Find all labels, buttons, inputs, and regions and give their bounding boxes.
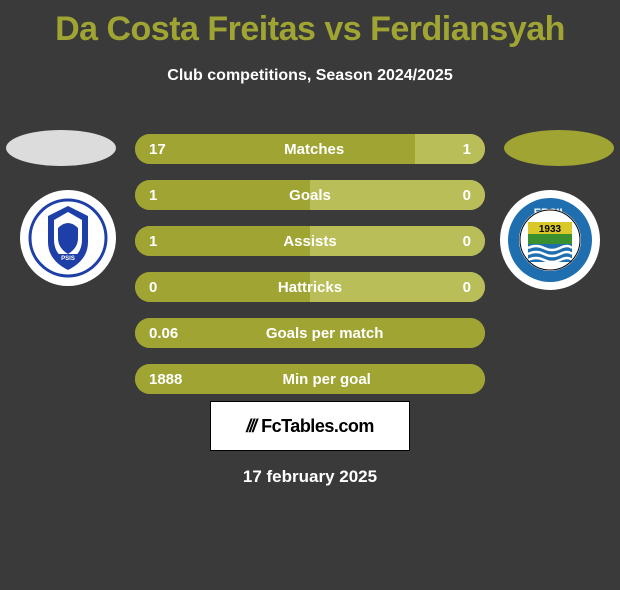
- stat-label: Goals per match: [178, 325, 471, 342]
- stat-row: 1Assists0: [135, 226, 485, 256]
- stat-left-value: 17: [149, 141, 166, 158]
- fctables-icon: ///: [246, 416, 255, 437]
- stat-left-value: 1888: [149, 371, 182, 388]
- stat-right-value: 1: [463, 141, 471, 158]
- subtitle: Club competitions, Season 2024/2025: [0, 67, 620, 85]
- stat-label: Hattricks: [157, 279, 462, 296]
- stat-left-value: 1: [149, 187, 157, 204]
- psis-crest-icon: PSIS: [28, 198, 108, 278]
- stat-label: Goals: [157, 187, 462, 204]
- stat-right-value: 0: [463, 187, 471, 204]
- svg-text:ERSIL: ERSIL: [534, 207, 567, 219]
- svg-text:1933: 1933: [539, 224, 562, 235]
- left-ellipse-accent: [6, 130, 116, 166]
- stat-left-value: 1: [149, 233, 157, 250]
- stats-comparison: 17Matches11Goals01Assists00Hattricks00.0…: [135, 134, 485, 410]
- date-label: 17 february 2025: [0, 467, 620, 487]
- stat-row: 1Goals0: [135, 180, 485, 210]
- right-ellipse-accent: [504, 130, 614, 166]
- stat-label: Matches: [166, 141, 463, 158]
- right-team-crest: ERSIL 1933: [500, 190, 600, 290]
- page-title: Da Costa Freitas vs Ferdiansyah: [0, 10, 620, 49]
- branding-text: FcTables.com: [261, 416, 374, 437]
- stat-right-value: 0: [463, 233, 471, 250]
- stat-label: Min per goal: [182, 371, 471, 388]
- stat-label: Assists: [157, 233, 462, 250]
- stat-left-value: 0.06: [149, 325, 178, 342]
- stat-row: 17Matches1: [135, 134, 485, 164]
- stat-row: 1888Min per goal: [135, 364, 485, 394]
- stat-left-value: 0: [149, 279, 157, 296]
- svg-text:PSIS: PSIS: [61, 256, 75, 262]
- stat-right-value: 0: [463, 279, 471, 296]
- left-team-crest: PSIS: [20, 190, 116, 286]
- stat-row: 0.06Goals per match: [135, 318, 485, 348]
- stat-row: 0Hattricks0: [135, 272, 485, 302]
- ersil-crest-icon: ERSIL 1933: [506, 196, 594, 284]
